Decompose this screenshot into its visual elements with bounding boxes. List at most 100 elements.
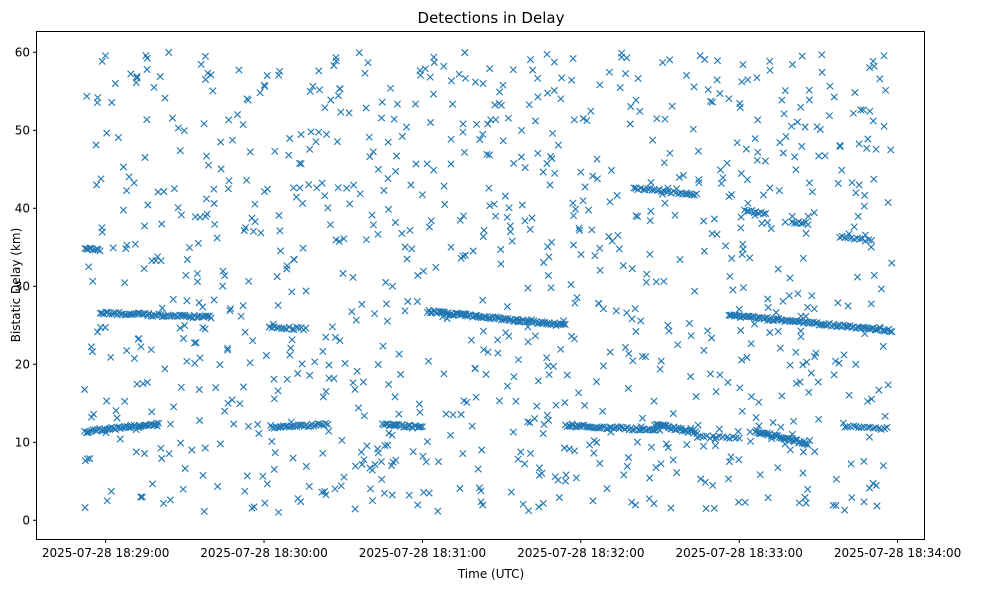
data-point bbox=[692, 392, 700, 401]
data-point bbox=[200, 120, 208, 128]
data-point bbox=[135, 421, 143, 429]
data-point bbox=[550, 86, 558, 95]
data-point bbox=[497, 260, 505, 268]
data-point bbox=[384, 138, 392, 146]
data-point bbox=[702, 504, 710, 513]
data-point bbox=[274, 508, 283, 516]
data-point bbox=[254, 420, 262, 428]
data-point bbox=[739, 240, 747, 248]
data-point bbox=[669, 409, 677, 418]
data-point bbox=[259, 472, 267, 480]
data-point bbox=[244, 96, 252, 104]
data-point bbox=[526, 419, 534, 427]
data-point bbox=[138, 493, 146, 501]
data-point bbox=[262, 351, 270, 360]
data-point bbox=[567, 281, 575, 289]
data-point bbox=[526, 56, 535, 64]
data-point bbox=[524, 323, 532, 331]
data-point bbox=[131, 240, 139, 248]
data-point bbox=[214, 482, 222, 491]
data-point bbox=[661, 199, 669, 207]
data-point bbox=[361, 69, 369, 77]
data-point bbox=[139, 380, 147, 388]
data-point bbox=[864, 135, 872, 143]
data-point bbox=[81, 504, 89, 512]
data-point bbox=[447, 135, 455, 143]
data-point bbox=[806, 436, 814, 445]
data-point bbox=[853, 273, 861, 281]
data-point bbox=[83, 455, 92, 463]
data-point bbox=[625, 350, 633, 358]
data-point bbox=[744, 76, 752, 84]
data-point bbox=[835, 359, 843, 367]
data-point bbox=[728, 254, 736, 262]
data-point bbox=[544, 243, 552, 251]
data-point bbox=[802, 312, 810, 320]
data-point bbox=[573, 294, 581, 302]
data-point bbox=[867, 236, 876, 244]
data-point bbox=[204, 161, 213, 169]
data-point bbox=[726, 272, 734, 280]
data-point bbox=[108, 423, 116, 431]
data-point bbox=[657, 357, 665, 365]
data-point bbox=[140, 265, 148, 273]
data-point bbox=[228, 136, 237, 144]
data-point bbox=[834, 299, 842, 307]
data-point bbox=[287, 344, 295, 352]
data-point bbox=[102, 429, 110, 437]
data-point bbox=[599, 407, 607, 415]
data-point bbox=[426, 118, 435, 127]
data-point bbox=[661, 115, 669, 123]
data-point bbox=[217, 138, 225, 146]
y-tick-label: 60 bbox=[15, 45, 30, 59]
data-point bbox=[544, 271, 552, 280]
data-point bbox=[562, 471, 570, 479]
data-point bbox=[504, 114, 512, 122]
data-point bbox=[872, 326, 880, 334]
data-point bbox=[739, 61, 747, 69]
data-point bbox=[148, 257, 156, 265]
data-point bbox=[578, 421, 586, 429]
data-point bbox=[713, 76, 721, 84]
data-point bbox=[491, 101, 499, 109]
data-point bbox=[353, 367, 361, 375]
data-point bbox=[768, 435, 776, 443]
data-point bbox=[239, 383, 248, 391]
data-point bbox=[378, 98, 386, 106]
data-point bbox=[710, 215, 718, 223]
data-point bbox=[792, 379, 800, 387]
data-point bbox=[830, 93, 838, 101]
data-point bbox=[624, 384, 632, 392]
data-point bbox=[664, 443, 672, 452]
data-point bbox=[226, 307, 234, 315]
data-point bbox=[263, 72, 271, 80]
data-point bbox=[652, 464, 660, 472]
data-point bbox=[791, 153, 799, 161]
data-point bbox=[591, 252, 599, 260]
data-point bbox=[378, 475, 386, 483]
data-point bbox=[704, 327, 712, 335]
data-point bbox=[637, 423, 645, 431]
data-point bbox=[581, 401, 589, 409]
data-point bbox=[775, 187, 783, 195]
data-point bbox=[241, 224, 250, 232]
data-point bbox=[700, 346, 708, 354]
data-point bbox=[691, 287, 699, 295]
data-point bbox=[647, 207, 655, 215]
data-point bbox=[664, 321, 672, 329]
data-point bbox=[273, 273, 281, 281]
data-point bbox=[296, 159, 304, 167]
data-point bbox=[524, 284, 532, 292]
data-point bbox=[112, 407, 120, 415]
data-point bbox=[93, 99, 101, 107]
data-point bbox=[808, 188, 816, 196]
data-point bbox=[706, 97, 715, 105]
data-point bbox=[879, 462, 887, 470]
data-point bbox=[362, 236, 370, 244]
data-point bbox=[865, 484, 874, 492]
data-point bbox=[157, 257, 165, 265]
data-point bbox=[869, 424, 877, 432]
data-point bbox=[442, 410, 450, 418]
data-point bbox=[321, 192, 329, 200]
data-point bbox=[838, 166, 846, 174]
